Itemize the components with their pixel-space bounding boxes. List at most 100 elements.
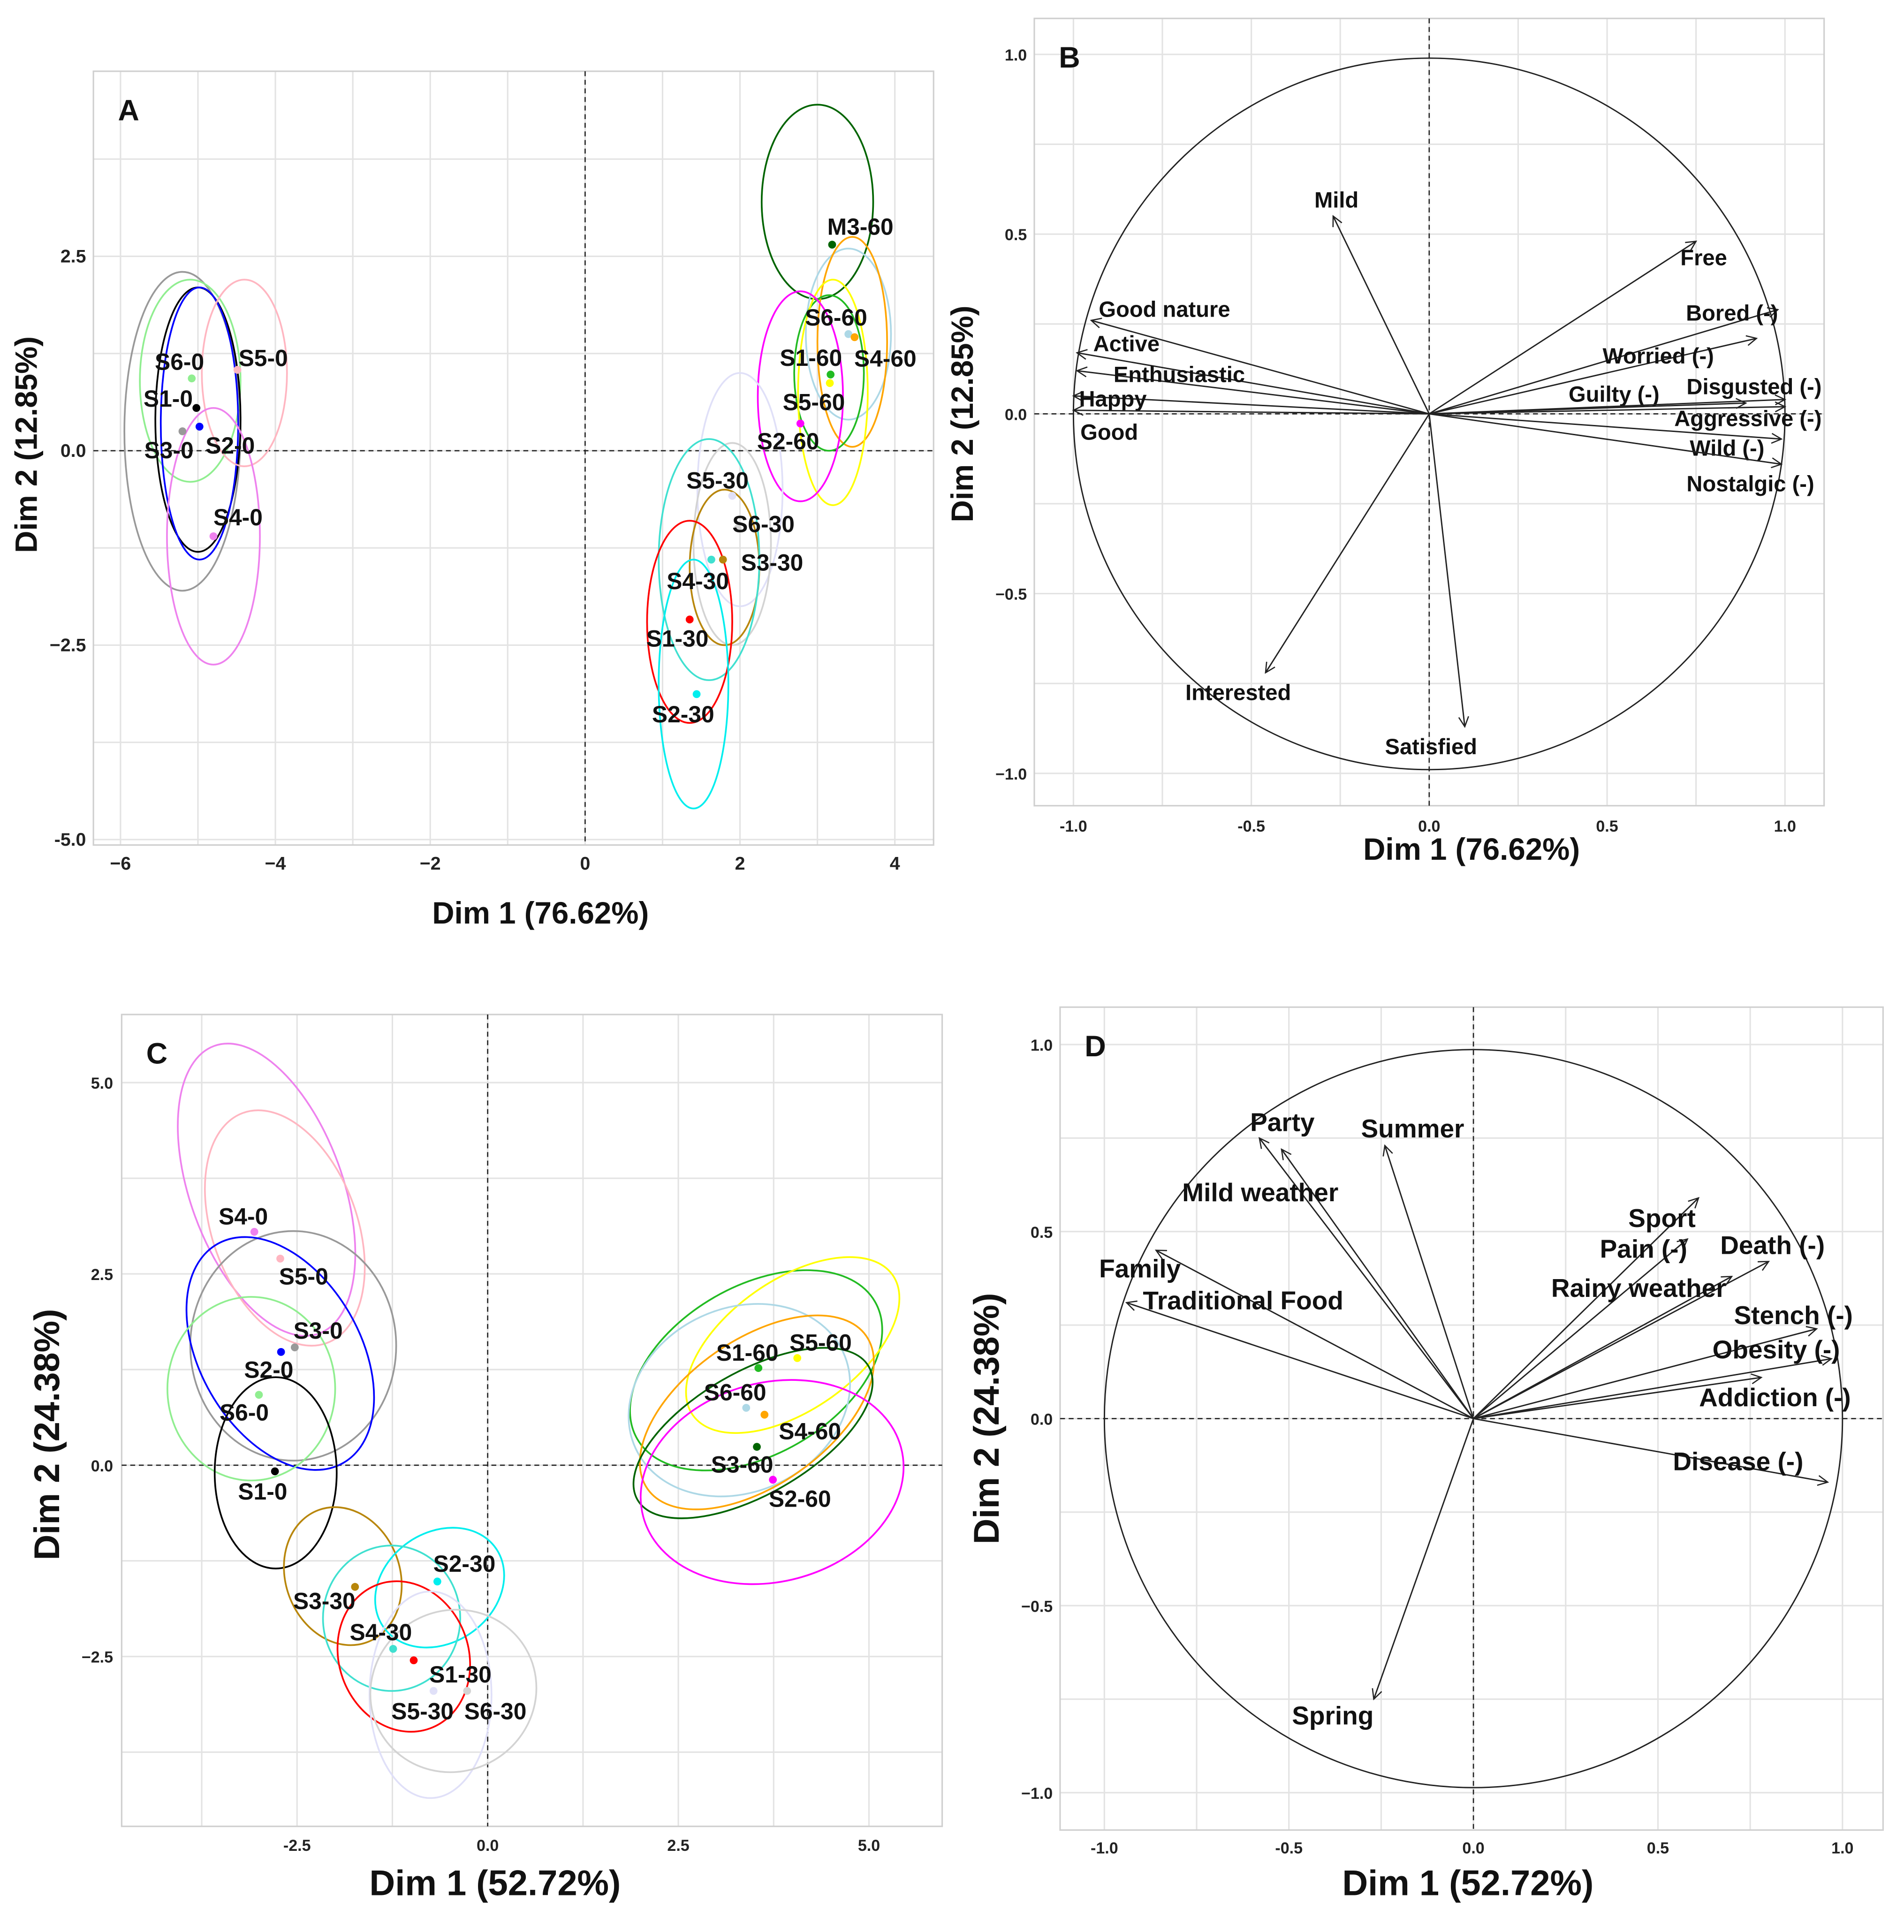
correlation-circle xyxy=(1103,1049,1843,1788)
point-s3-0 xyxy=(290,1343,299,1351)
y-tick-label: −2.5 xyxy=(82,1649,113,1667)
confidence-ellipse-s3-30 xyxy=(283,1506,403,1646)
arrow-mild-weather xyxy=(1282,1149,1474,1419)
point-s6-0 xyxy=(188,374,196,383)
point-label: S3-30 xyxy=(293,1588,356,1614)
point-s5-0 xyxy=(276,1254,284,1263)
x-tick-label: −6 xyxy=(110,853,131,874)
arrow-disgusted xyxy=(1429,400,1785,415)
confidence-ellipse-s6-0 xyxy=(167,1296,336,1482)
x-tick-label: 0.5 xyxy=(1596,818,1618,835)
arrow-addiction xyxy=(1473,1378,1761,1419)
arrow-label: Mild weather xyxy=(1182,1178,1338,1207)
confidence-ellipse-s4-30 xyxy=(322,1545,461,1692)
arrow-label: Traditional Food xyxy=(1143,1286,1343,1315)
y-tick-label: 5.0 xyxy=(91,1075,113,1092)
x-tick-label: −2 xyxy=(420,853,441,874)
point-s2-60 xyxy=(796,419,804,428)
arrow-label: Spring xyxy=(1292,1701,1373,1730)
point-s4-30 xyxy=(389,1644,397,1653)
point-label: S5-60 xyxy=(783,389,845,415)
point-s5-30 xyxy=(429,1687,438,1695)
point-s6-30 xyxy=(463,1687,471,1695)
x-tick-label: 0 xyxy=(580,853,590,874)
confidence-ellipse-s4-60 xyxy=(639,1314,875,1510)
x-tick-label: -1.0 xyxy=(1060,818,1087,835)
confidence-ellipse-s2-60 xyxy=(639,1379,905,1585)
arrow-label: Disgusted (-) xyxy=(1686,374,1821,399)
arrow-label: Party xyxy=(1250,1108,1315,1137)
point-s6-60 xyxy=(742,1404,751,1412)
arrow-family xyxy=(1156,1250,1474,1419)
arrow-label: Aggressive (-) xyxy=(1674,406,1821,431)
arrow-happy xyxy=(1073,396,1429,415)
point-label: S2-60 xyxy=(757,428,819,455)
point-label: S4-30 xyxy=(350,1619,412,1645)
y-tick-label: 0.0 xyxy=(61,440,86,461)
x-tick-label: 5.0 xyxy=(858,1837,880,1855)
arrow-label: Bored (-) xyxy=(1686,300,1778,325)
point-s4-30 xyxy=(707,555,715,564)
confidence-ellipse-s5-0 xyxy=(204,1109,366,1347)
confidence-ellipse-s5-0 xyxy=(201,279,288,467)
arrow-label: Family xyxy=(1099,1254,1181,1283)
confidence-ellipse-s1-0 xyxy=(213,1376,338,1569)
y-tick-label: 2.5 xyxy=(61,246,86,267)
point-label: S1-30 xyxy=(429,1661,492,1688)
confidence-ellipse-s2-30 xyxy=(374,1527,505,1649)
point-label: S1-0 xyxy=(144,386,193,412)
point-s5-0 xyxy=(233,366,242,374)
arrow-label: Nostalgic (-) xyxy=(1686,471,1814,496)
point-label: S2-0 xyxy=(244,1356,293,1383)
x-axis-title: Dim 1 (76.62%) xyxy=(432,896,649,930)
x-tick-label: -1.0 xyxy=(1091,1839,1118,1857)
point-m3-60 xyxy=(828,241,836,249)
confidence-ellipse-s5-60 xyxy=(797,279,869,506)
point-label: S2-30 xyxy=(652,701,714,727)
point-s4-0 xyxy=(209,532,218,540)
point-label: S3-0 xyxy=(294,1318,343,1344)
plot-border xyxy=(121,1014,943,1827)
y-tick-label: −1.0 xyxy=(1021,1785,1053,1803)
x-tick-label: 0.5 xyxy=(1647,1839,1669,1857)
confidence-ellipse-s2-0 xyxy=(185,1236,375,1471)
point-label: S5-0 xyxy=(239,345,288,371)
panel-b: -1.0 -0.5 0.0 0.5 1.0 −1.0 −0.5 0.0 0.5 1.0 Dim 1 … xyxy=(945,17,1825,866)
confidence-ellipse-s1-30 xyxy=(336,1580,471,1733)
point-label: M3-60 xyxy=(827,214,894,240)
confidence-ellipse-s3-0 xyxy=(189,1230,397,1462)
point-s3-0 xyxy=(178,427,187,435)
arrow-aggressive xyxy=(1429,407,1785,415)
point-s3-30 xyxy=(351,1583,359,1591)
x-tick-label: 2 xyxy=(735,853,745,874)
point-label: S4-60 xyxy=(779,1418,841,1445)
confidence-ellipse-s1-60 xyxy=(793,294,865,452)
panel-letter: A xyxy=(118,94,139,127)
y-tick-label: 0.0 xyxy=(91,1457,113,1475)
confidence-ellipse-s4-60 xyxy=(816,236,888,448)
panel-a: −6 −4 −2 0 2 4 -5.0 −2.5 0.0 2.5 Dim 1 (76.62%) Dim… xyxy=(9,70,934,930)
arrow-label: Active xyxy=(1093,331,1160,356)
arrow-label: Obesity (-) xyxy=(1713,1335,1840,1364)
y-tick-label: 2.5 xyxy=(91,1266,113,1284)
arrow-spring xyxy=(1374,1418,1474,1699)
arrow-good xyxy=(1073,410,1429,414)
arrow-label: Worried (-) xyxy=(1602,343,1714,368)
arrow-label: Pain (-) xyxy=(1600,1234,1687,1263)
y-tick-label: 0.5 xyxy=(1005,226,1027,244)
point-label: S4-60 xyxy=(854,346,917,372)
point-s1-30 xyxy=(685,615,694,624)
confidence-ellipse-s5-60 xyxy=(685,1256,901,1434)
y-axis-title: Dim 2 (24.38%) xyxy=(27,1309,67,1561)
arrow-label: Good nature xyxy=(1099,297,1230,322)
point-s1-0 xyxy=(192,404,201,412)
point-s4-60 xyxy=(850,333,859,341)
point-s3-30 xyxy=(719,555,727,564)
point-s1-60 xyxy=(754,1364,763,1372)
confidence-ellipse-s1-60 xyxy=(629,1269,883,1471)
y-tick-label: 1.0 xyxy=(1005,46,1027,64)
y-tick-label: −0.5 xyxy=(1021,1598,1053,1615)
confidence-ellipse-s6-30 xyxy=(692,442,772,646)
point-label: S3-0 xyxy=(144,437,194,463)
